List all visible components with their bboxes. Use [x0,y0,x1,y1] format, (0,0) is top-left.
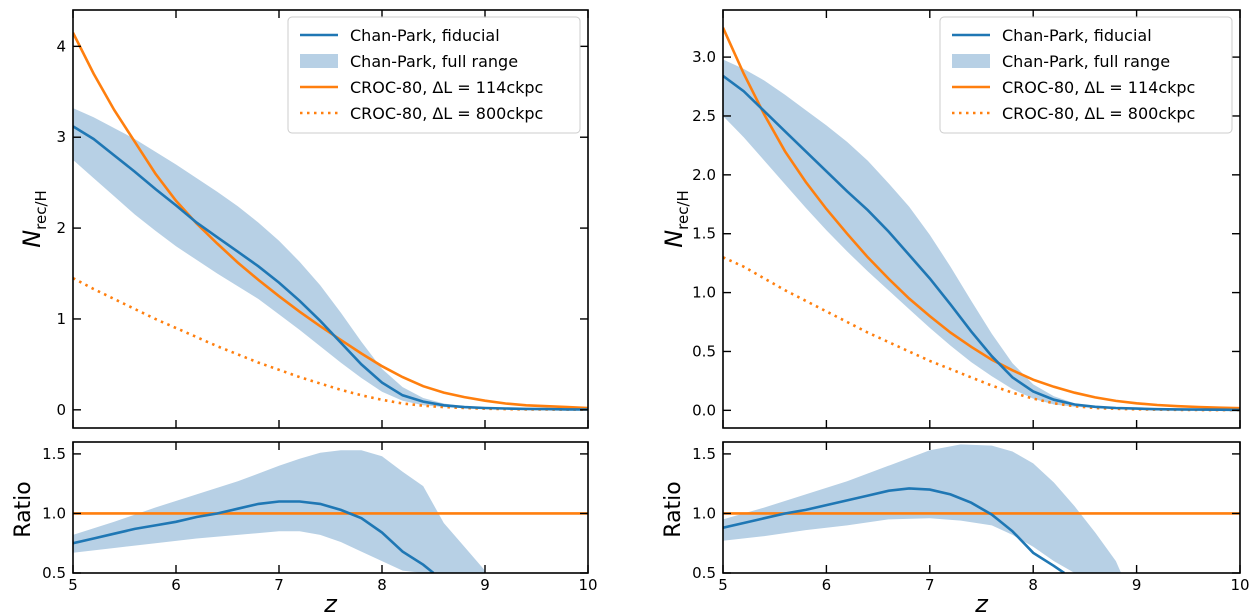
legend-label: CROC-80, ΔL = 114ckpc [1002,78,1195,97]
x-tick-label: 9 [480,576,490,594]
main-plot-area [723,27,1240,412]
legend-label: CROC-80, ΔL = 114ckpc [350,78,543,97]
ratio-fiducial-line [723,487,1065,573]
ratio-y-tick-label: 0.5 [692,564,716,582]
x-tick-label: 7 [274,576,284,594]
y-label-symbol: N [660,230,688,248]
main-plot-area [73,32,588,411]
legend-swatch-band [300,54,338,68]
legend-label: Chan-Park, fiducial [350,26,500,45]
legend-label: CROC-80, ΔL = 800ckpc [1002,104,1195,123]
full-range-band [73,108,588,410]
y-tick-label: 1.5 [692,225,716,243]
ratio-band [73,450,485,573]
y-tick-label: 0.5 [692,342,716,360]
ratio-y-tick-label: 1.0 [692,504,716,522]
fiducial-line [723,74,1240,412]
y-label-subscript: rec/H [674,190,692,230]
x-tick-label: 10 [578,576,597,594]
y-tick-label: 1 [56,310,66,328]
ratio-y-tick-label: 0.5 [42,564,66,582]
legend-label: Chan-Park, full range [1002,52,1170,71]
x-axis-label: z [323,590,338,616]
y-tick-label: 3.0 [692,48,716,66]
ratio-plot-area [723,444,1240,573]
ratio-axes-frame [72,441,589,574]
x-tick-label: 5 [68,576,78,594]
legend-box [287,16,581,134]
y-tick-label: 0.0 [692,401,716,419]
y-tick-label: 0 [56,401,66,419]
y-tick-label: 1.0 [692,284,716,302]
x-tick-label: 8 [1028,576,1038,594]
croc-114-line [723,27,1240,410]
right-panel: 0.0 0.5 1.0 1.5 2.0 2.5 3.0 Nrec/H Chan-Park, fi… [660,9,1250,616]
y-tick-label: 2.0 [692,166,716,184]
x-axis-label: z [974,590,989,616]
ratio-plot-area [73,450,588,573]
x-tick-label: 6 [822,576,832,594]
ratio-band [723,444,1122,573]
legend: Chan-Park, fiducial Chan-Park, full range… [939,16,1233,134]
x-tick-label: 10 [1230,576,1249,594]
y-label-subscript: rec/H [32,190,50,230]
x-tick-label: 9 [1132,576,1142,594]
ratio-axes-frame [722,441,1241,574]
legend-swatch-band [952,54,990,68]
ratio-y-tick-label: 1.5 [42,445,66,463]
x-tick-label: 5 [718,576,728,594]
ratio-y-axis-label: Ratio [661,481,686,537]
x-tick-label: 6 [171,576,181,594]
x-tick-label: 7 [925,576,935,594]
ratio-y-tick-label: 1.0 [42,504,66,522]
full-range-band [723,59,1240,411]
legend-label: Chan-Park, fiducial [1002,26,1152,45]
y-tick-label: 4 [56,37,66,55]
y-tick-label: 2.5 [692,107,716,125]
legend-label: CROC-80, ΔL = 800ckpc [350,104,543,123]
main-axes-frame [722,9,1241,429]
y-tick-label: 2 [56,219,66,237]
legend: Chan-Park, fiducial Chan-Park, full range… [287,16,581,134]
fiducial-line [73,125,588,411]
ratio-fiducial-line [73,500,435,573]
ratio-y-tick-label: 1.5 [692,445,716,463]
main-y-axis-label: Nrec/H [660,190,692,248]
legend-box [939,16,1233,134]
main-axes-frame [72,9,589,429]
legend-label: Chan-Park, full range [350,52,518,71]
x-tick-label: 8 [377,576,387,594]
main-y-axis-label: Nrec/H [18,190,50,248]
ratio-y-axis-label: Ratio [11,481,36,537]
y-label-symbol: N [18,230,46,248]
y-tick-label: 3 [56,128,66,146]
